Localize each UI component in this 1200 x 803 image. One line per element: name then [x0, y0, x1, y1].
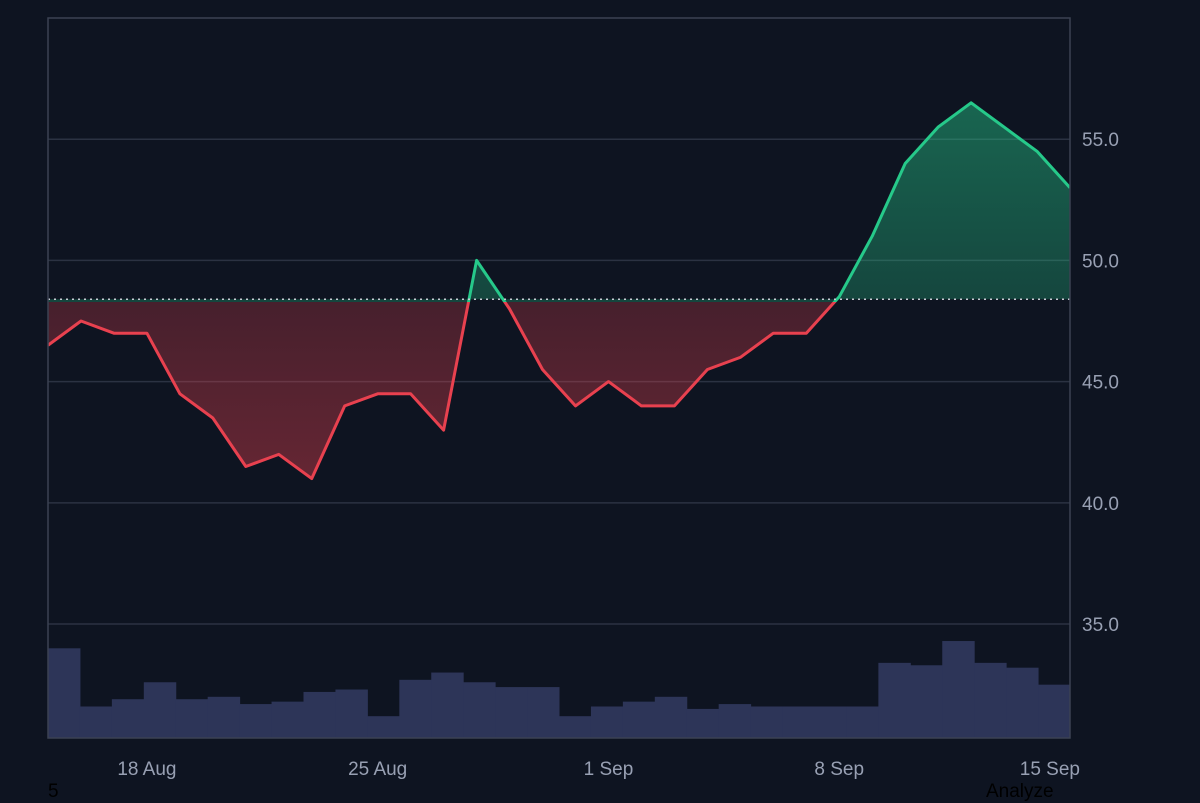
volume-bar [718, 704, 752, 738]
volume-bar [527, 687, 560, 738]
volume-bar [974, 662, 1007, 738]
volume-histogram [48, 641, 1071, 738]
volume-bar [335, 689, 368, 738]
volume-bar [303, 691, 336, 738]
volume-bar [942, 641, 975, 738]
y-tick-label: 55.0 [1082, 130, 1119, 151]
volume-bar [910, 665, 943, 738]
volume-bar [367, 716, 400, 738]
volume-bar [431, 672, 464, 738]
plot-border [47, 17, 1071, 739]
y-axis-ticks: 55.0 50.0 45.0 40.0 35.0 [1082, 130, 1119, 636]
x-axis-ticks: 18 Aug 25 Aug 1 Sep 8 Sep 15 Sep [117, 759, 1080, 780]
volume-bar [846, 706, 879, 738]
x-tick-label: 25 Aug [348, 759, 407, 780]
y-tick-label: 35.0 [1082, 615, 1119, 636]
volume-bar [495, 687, 528, 738]
price-area [48, 102, 1070, 479]
y-tick-label: 50.0 [1082, 251, 1119, 272]
volume-bar [622, 701, 656, 738]
y-tick-label: 40.0 [1082, 494, 1119, 515]
volume-bar [590, 706, 624, 738]
volume-bar [207, 696, 241, 738]
volume-bar [782, 706, 815, 738]
volume-bar [686, 708, 720, 738]
footer-right-link[interactable]: Analyze [986, 781, 1054, 802]
price-line-up [466, 101, 1070, 302]
x-tick-label: 15 Sep [1020, 759, 1080, 780]
volume-bar [463, 682, 496, 738]
x-tick-label: 1 Sep [584, 759, 634, 780]
x-tick-label: 8 Sep [814, 759, 864, 780]
volume-bar [878, 662, 911, 738]
volume-bar [239, 704, 273, 738]
volume-bar [111, 699, 145, 738]
x-tick-label: 18 Aug [117, 759, 176, 780]
volume-bar [48, 648, 81, 738]
footer-left-text: 5 [48, 781, 59, 802]
area-below-baseline [48, 302, 835, 479]
volume-bar [271, 701, 304, 738]
price-line [48, 101, 1070, 481]
volume-bar [175, 699, 209, 738]
volume-bar [399, 679, 432, 738]
plot-frame [47, 17, 1071, 739]
volume-bar [79, 706, 113, 738]
y-tick-label: 45.0 [1082, 373, 1119, 394]
price-line-down [48, 302, 837, 481]
volume-bar [814, 706, 847, 738]
volume-bar [750, 706, 784, 738]
volume-bar [559, 716, 592, 738]
volume-bar [1006, 667, 1039, 738]
volume-bar [654, 696, 688, 738]
area-above-baseline [48, 102, 1070, 302]
volume-bar [1038, 684, 1071, 738]
volume-bar [143, 682, 177, 738]
